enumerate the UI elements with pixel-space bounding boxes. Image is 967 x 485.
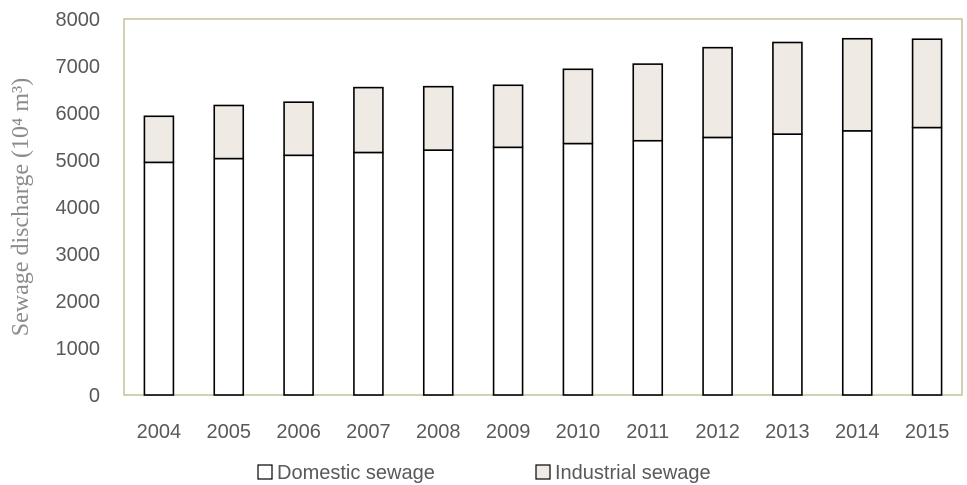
bar-industrial bbox=[702, 46, 733, 139]
y-tick-label: 5000 bbox=[56, 150, 101, 172]
bar-domestic bbox=[772, 133, 803, 396]
y-tick-label: 1000 bbox=[56, 338, 101, 360]
bar-industrial bbox=[492, 84, 524, 149]
bar-industrial bbox=[283, 101, 314, 157]
x-tick-label: 2006 bbox=[276, 421, 321, 443]
y-tick-label: 3000 bbox=[56, 244, 101, 266]
bar-domestic bbox=[283, 154, 314, 396]
x-tick-label: 2005 bbox=[207, 421, 252, 443]
x-axis-ticks: 2004 2005 2006 2007 2008 2009 2010 2011 2012 2013… bbox=[137, 421, 950, 443]
bar-domestic bbox=[562, 142, 594, 396]
bar-industrial bbox=[772, 41, 803, 135]
bar-domestic bbox=[632, 139, 664, 396]
y-tick-label: 4000 bbox=[56, 197, 101, 219]
y-tick-label: 8000 bbox=[56, 9, 101, 31]
x-tick-label: 2012 bbox=[695, 421, 740, 443]
y-tick-label: 0 bbox=[89, 385, 100, 407]
legend: Domestic sewage Industrial sewage bbox=[257, 462, 711, 484]
y-axis-ticks: 0 1000 2000 3000 4000 5000 6000 7000 8000 bbox=[56, 9, 101, 407]
bar-industrial bbox=[143, 115, 175, 164]
bar-industrial bbox=[911, 38, 943, 129]
bar-industrial bbox=[562, 68, 594, 145]
legend-swatch-domestic bbox=[257, 464, 273, 480]
x-tick-label: 2011 bbox=[626, 421, 669, 443]
x-tick-label: 2015 bbox=[905, 421, 950, 443]
plot-frame bbox=[123, 18, 963, 396]
bar-industrial bbox=[213, 104, 245, 160]
bar-domestic bbox=[492, 146, 524, 396]
legend-label-domestic: Domestic sewage bbox=[277, 462, 435, 484]
bar-domestic bbox=[213, 157, 245, 396]
x-tick-label: 2014 bbox=[835, 421, 880, 443]
x-tick-label: 2010 bbox=[556, 421, 601, 443]
y-tick-label: 6000 bbox=[56, 103, 101, 125]
bar-domestic bbox=[702, 136, 733, 396]
y-tick-label: 2000 bbox=[56, 291, 101, 313]
bar-domestic bbox=[911, 126, 943, 396]
bar-domestic bbox=[841, 130, 873, 396]
bar-industrial bbox=[353, 86, 384, 154]
x-tick-label: 2008 bbox=[416, 421, 461, 443]
x-tick-label: 2013 bbox=[765, 421, 810, 443]
bar-industrial bbox=[422, 85, 454, 151]
legend-label-industrial: Industrial sewage bbox=[555, 462, 711, 484]
bar-domestic bbox=[422, 149, 454, 396]
bar-domestic bbox=[353, 151, 384, 396]
bar-domestic bbox=[143, 161, 175, 396]
bar-industrial bbox=[632, 63, 664, 142]
x-tick-label: 2009 bbox=[486, 421, 531, 443]
x-tick-label: 2007 bbox=[346, 421, 391, 443]
y-axis-label: Sewage discharge (10⁴ m³) bbox=[8, 78, 34, 336]
legend-swatch-industrial bbox=[535, 464, 551, 480]
bar-industrial bbox=[841, 37, 873, 132]
y-tick-label: 7000 bbox=[56, 56, 101, 78]
bars bbox=[143, 37, 943, 396]
x-tick-label: 2004 bbox=[137, 421, 182, 443]
